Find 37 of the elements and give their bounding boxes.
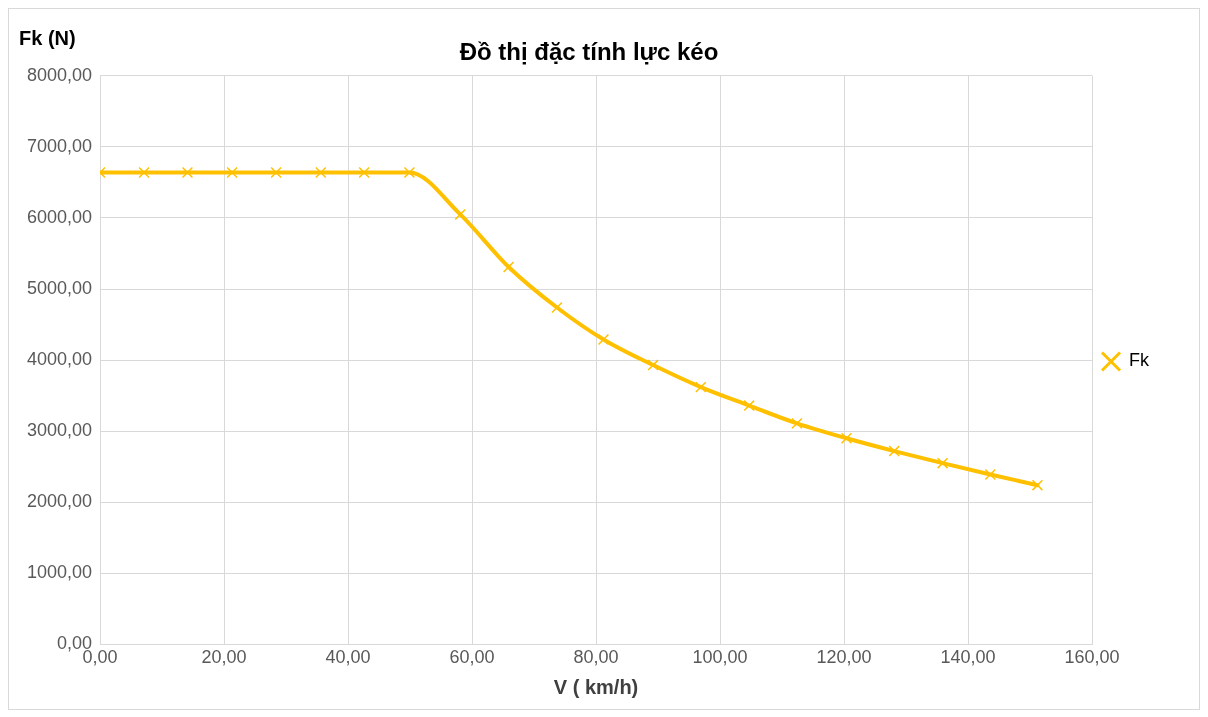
point [270, 166, 282, 179]
y-axis-title: Fk (N) [19, 27, 76, 50]
x-tick-label: 100,00 [692, 647, 748, 668]
y-tick-label: 7000,00 [26, 135, 93, 156]
point [1031, 479, 1044, 491]
x-axis-title: V ( km/h) [553, 675, 639, 698]
y-tick-label: 6000,00 [26, 206, 93, 227]
x-tick-label: 60,00 [449, 647, 495, 668]
legend-label: Fk [1129, 350, 1150, 371]
point [936, 457, 949, 469]
y-tick-label: 2000,00 [26, 491, 93, 512]
chart-title: Đồ thị đặc tính lực kéo [459, 38, 719, 66]
x-tick-label: 80,00 [573, 647, 619, 668]
point [358, 166, 370, 179]
point [181, 166, 194, 179]
point [888, 445, 900, 457]
x-tick-label: 40,00 [325, 647, 371, 668]
y-tick-label: 4000,00 [26, 349, 93, 370]
y-tick-label: 1000,00 [26, 562, 93, 583]
point [138, 166, 150, 179]
point [403, 166, 416, 179]
x-tick-label: 20,00 [201, 647, 247, 668]
y-tick-label: 8000,00 [26, 64, 93, 85]
point [551, 301, 563, 314]
x-tick-label: 140,00 [940, 647, 996, 668]
point [840, 432, 853, 444]
y-tick-label: 3000,00 [26, 420, 93, 441]
point [743, 399, 755, 412]
x-tick-label: 160,00 [1064, 647, 1120, 668]
point [647, 359, 659, 371]
point [315, 166, 327, 179]
point [695, 381, 707, 393]
point [226, 166, 238, 179]
point [791, 417, 803, 430]
x-tick-label: 120,00 [816, 647, 872, 668]
point [984, 468, 997, 481]
y-tick-label: 5000,00 [26, 277, 93, 298]
